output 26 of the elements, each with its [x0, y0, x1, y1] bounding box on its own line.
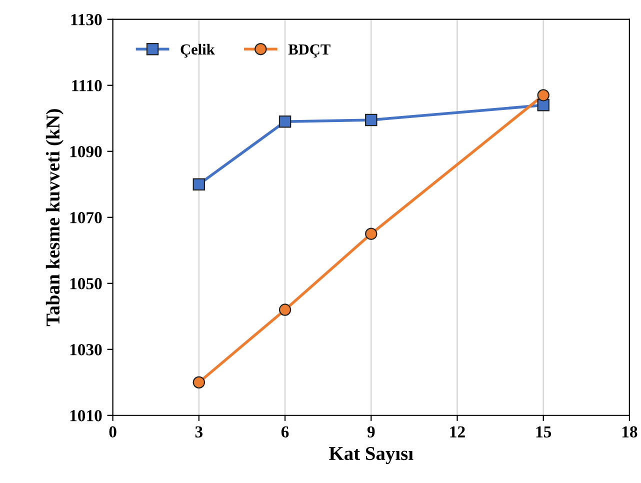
x-tick-label: 6 [281, 426, 289, 438]
point [278, 116, 292, 128]
point [192, 376, 206, 388]
point [192, 178, 206, 190]
x-tick-label: 0 [109, 426, 116, 438]
point [278, 304, 292, 316]
x-tick-label: 9 [367, 426, 375, 438]
point [365, 228, 378, 240]
y-tick-label: 1070 [70, 212, 102, 224]
y-tick-label: 1090 [70, 146, 102, 158]
legend-label: Çelik [180, 44, 215, 58]
y-tick-label: 1010 [70, 410, 102, 422]
y-tick-label: 1030 [70, 344, 102, 356]
point [537, 99, 550, 112]
x-tick-label: 12 [450, 426, 465, 438]
y-tick-label: 1050 [70, 278, 102, 290]
point [537, 89, 550, 102]
legend-label: BDÇT [288, 44, 330, 58]
y-tick-label: 1130 [71, 14, 102, 26]
y-axis-title: Taban kesme kuvveti (kN) [46, 109, 64, 326]
x-tick-label: 15 [536, 426, 552, 438]
y-tick-label: 1110 [72, 80, 102, 92]
x-tick-label: 3 [195, 426, 203, 438]
x-axis-title: Kat Sayısı [329, 447, 414, 464]
point [365, 114, 378, 126]
x-tick-label: 18 [622, 426, 638, 438]
